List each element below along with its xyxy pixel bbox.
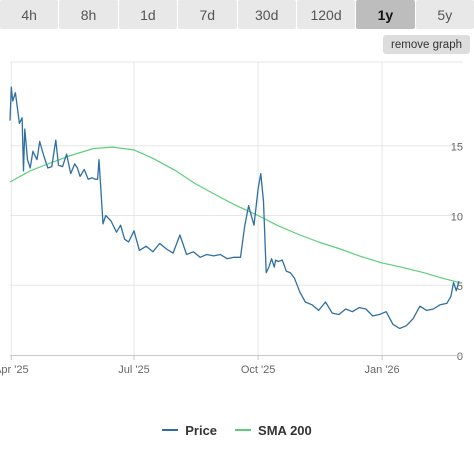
x-tick-label: Jul '25: [118, 364, 149, 376]
tab-120d[interactable]: 120d: [296, 0, 356, 29]
price-chart: 0 5 10 15 Apr '25 Jul '25 Oct '25 Jan '26: [0, 61, 463, 376]
x-tick-label: Apr '25: [0, 364, 29, 376]
legend-swatch-sma: [235, 429, 252, 431]
y-tick-label: 5: [457, 281, 463, 293]
remove-graph-button[interactable]: remove graph: [383, 35, 470, 54]
tab-30d[interactable]: 30d: [237, 0, 296, 29]
chart-legend: Price SMA 200: [0, 420, 474, 440]
legend-label-sma: SMA 200: [258, 422, 312, 438]
legend-item-sma[interactable]: SMA 200: [235, 423, 312, 438]
legend-item-price[interactable]: Price: [162, 423, 217, 438]
x-tick-label: Jan '26: [365, 364, 400, 376]
sma-200-line: [9, 146, 460, 283]
x-tick-label: Oct '25: [241, 364, 276, 376]
timeframe-tabs: 4h 8h 1d 7d 30d 120d 1y 5y: [0, 0, 474, 29]
price-line: [9, 86, 460, 330]
y-tick-label: 15: [451, 142, 463, 154]
tab-1y[interactable]: 1y: [356, 0, 415, 29]
tab-8h[interactable]: 8h: [59, 0, 118, 29]
y-tick-label: 0: [457, 351, 463, 363]
tab-4h[interactable]: 4h: [0, 0, 59, 29]
legend-label-price: Price: [185, 422, 218, 438]
tab-1d[interactable]: 1d: [118, 0, 178, 29]
y-tick-label: 10: [451, 211, 463, 223]
legend-swatch-price: [162, 429, 179, 431]
tab-5y[interactable]: 5y: [415, 0, 474, 29]
tab-7d[interactable]: 7d: [178, 0, 237, 29]
